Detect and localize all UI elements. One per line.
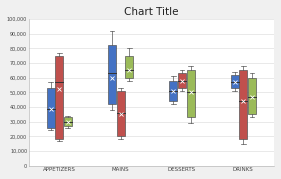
Bar [178,73,186,88]
Bar [187,70,194,117]
Bar [169,81,177,101]
Bar [55,56,63,139]
Bar [248,78,256,114]
Bar [231,75,239,88]
Bar [125,56,133,78]
Title: Chart Title: Chart Title [124,7,178,17]
Bar [108,45,116,104]
Bar [117,91,125,136]
Bar [47,88,55,128]
Bar [64,117,72,126]
Bar [239,70,247,139]
